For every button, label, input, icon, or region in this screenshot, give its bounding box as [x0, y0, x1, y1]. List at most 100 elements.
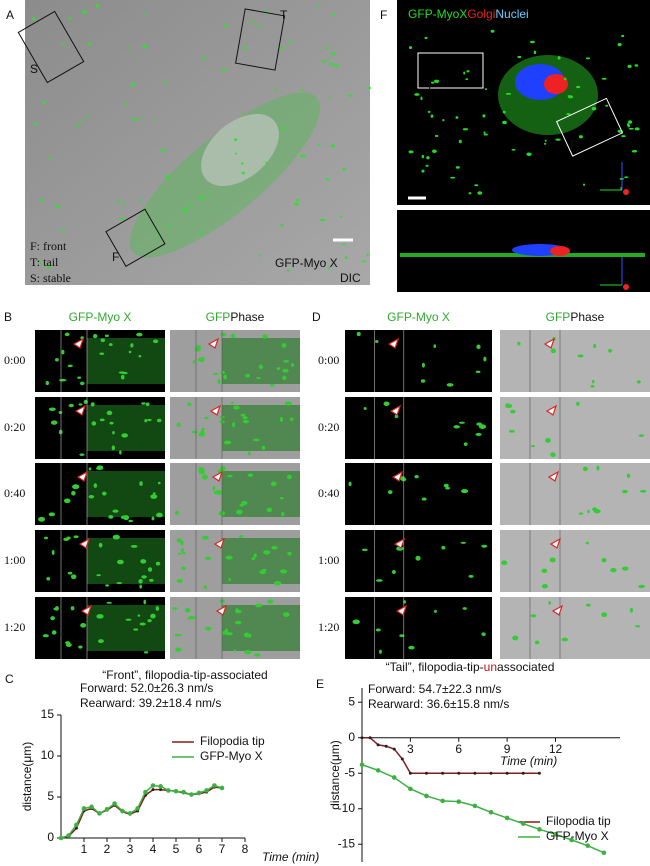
dot — [123, 515, 130, 521]
time-label: 0:20 — [318, 420, 339, 434]
dot — [510, 409, 516, 414]
panel-label: A — [6, 8, 14, 22]
dot — [132, 118, 137, 121]
point — [456, 799, 462, 804]
dot — [143, 599, 147, 605]
dot — [124, 101, 128, 105]
point — [135, 806, 140, 811]
dot — [174, 633, 182, 637]
dot — [233, 138, 238, 142]
arrowhead — [549, 537, 562, 549]
point — [601, 850, 607, 856]
dot — [270, 481, 277, 487]
header-part: GFP — [546, 310, 571, 324]
dot — [142, 44, 148, 49]
dot — [116, 581, 123, 585]
dot — [63, 537, 70, 541]
dot — [534, 640, 540, 645]
dot — [138, 579, 143, 584]
dot — [279, 497, 284, 500]
dot — [141, 575, 147, 579]
dot — [587, 509, 590, 514]
dot — [468, 574, 474, 578]
dot — [139, 199, 142, 203]
dot — [222, 68, 226, 72]
dot — [217, 379, 221, 384]
dot — [234, 609, 242, 614]
dot — [99, 418, 105, 422]
dot — [51, 630, 57, 635]
dot — [375, 628, 381, 632]
legend-label: Filopodia tip — [200, 734, 265, 748]
dot — [101, 491, 107, 496]
dot — [591, 107, 597, 111]
dot — [64, 332, 70, 337]
dot — [296, 198, 300, 202]
dot — [74, 125, 79, 127]
point — [143, 789, 148, 795]
dot — [140, 559, 147, 564]
dot — [95, 466, 104, 470]
dot — [96, 574, 101, 577]
point — [189, 792, 194, 797]
dot — [317, 144, 321, 146]
dot — [463, 442, 468, 446]
dot — [425, 164, 429, 167]
dot — [198, 357, 205, 362]
dot — [141, 116, 144, 119]
frame — [500, 397, 650, 459]
dot — [367, 86, 371, 90]
dot — [431, 149, 437, 153]
dot — [151, 516, 155, 521]
dot — [130, 544, 138, 548]
x-tick-label: 6 — [455, 742, 462, 756]
dot — [238, 535, 244, 538]
dot — [201, 57, 207, 60]
frame — [500, 597, 650, 659]
dot — [468, 192, 472, 195]
dot — [96, 614, 104, 619]
point — [158, 784, 163, 789]
dot — [199, 232, 203, 235]
dot — [122, 217, 125, 220]
dot — [363, 406, 367, 410]
header: GFPPhase — [546, 310, 605, 324]
dot — [541, 568, 548, 574]
legend-label: Filopodia tip — [546, 814, 611, 828]
dot — [463, 71, 466, 75]
dot — [330, 144, 335, 148]
dot — [331, 52, 336, 56]
panel-label: E — [316, 677, 324, 691]
dot — [48, 407, 56, 411]
dot — [601, 612, 608, 618]
dot — [160, 148, 166, 152]
dot — [68, 403, 74, 408]
arrowhead — [76, 470, 89, 482]
dot — [256, 376, 261, 380]
dot — [530, 614, 537, 618]
dot — [139, 481, 143, 486]
dot — [144, 418, 148, 423]
dot — [443, 483, 449, 488]
dot — [593, 343, 597, 349]
dot — [125, 618, 132, 621]
x-axis-label: Time (min) — [262, 850, 319, 864]
dot — [51, 550, 55, 556]
arrowhead — [391, 470, 404, 482]
point — [166, 788, 171, 793]
dot — [483, 131, 486, 134]
dot — [61, 42, 65, 45]
dot — [241, 162, 244, 165]
header-part: GFP-MyoX — [408, 7, 467, 21]
dot — [408, 645, 415, 650]
dot — [577, 354, 584, 358]
x-tick-label: 5 — [173, 842, 180, 856]
dot — [281, 511, 285, 517]
dot — [176, 578, 183, 583]
arrowhead — [207, 337, 220, 349]
dot — [174, 510, 179, 515]
dot — [586, 603, 591, 607]
dot — [251, 557, 256, 560]
dot — [201, 196, 206, 199]
box-label: T — [280, 8, 288, 22]
